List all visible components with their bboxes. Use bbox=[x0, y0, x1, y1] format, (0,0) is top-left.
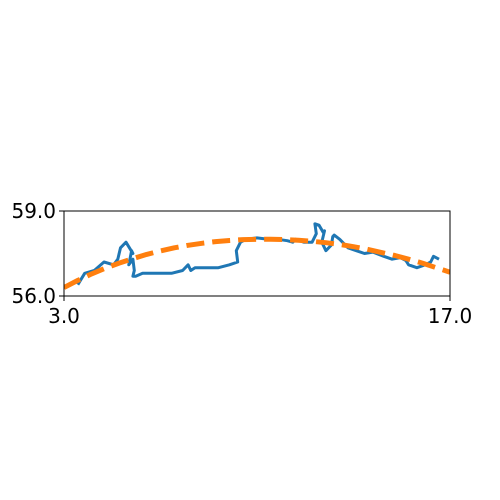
series-line-fit bbox=[64, 236, 450, 290]
axes-frame bbox=[63, 210, 451, 297]
tick-layer: 3.0 17.0 56.0 59.0 bbox=[11, 199, 472, 328]
y-tick-label: 59.0 bbox=[11, 199, 56, 223]
x-tick-label: 17.0 bbox=[428, 304, 473, 328]
x-tick-label: 3.0 bbox=[48, 304, 80, 328]
y-tick-label: 56.0 bbox=[11, 284, 56, 308]
series-line-trajectory bbox=[76, 222, 440, 286]
series-layer bbox=[64, 222, 450, 290]
